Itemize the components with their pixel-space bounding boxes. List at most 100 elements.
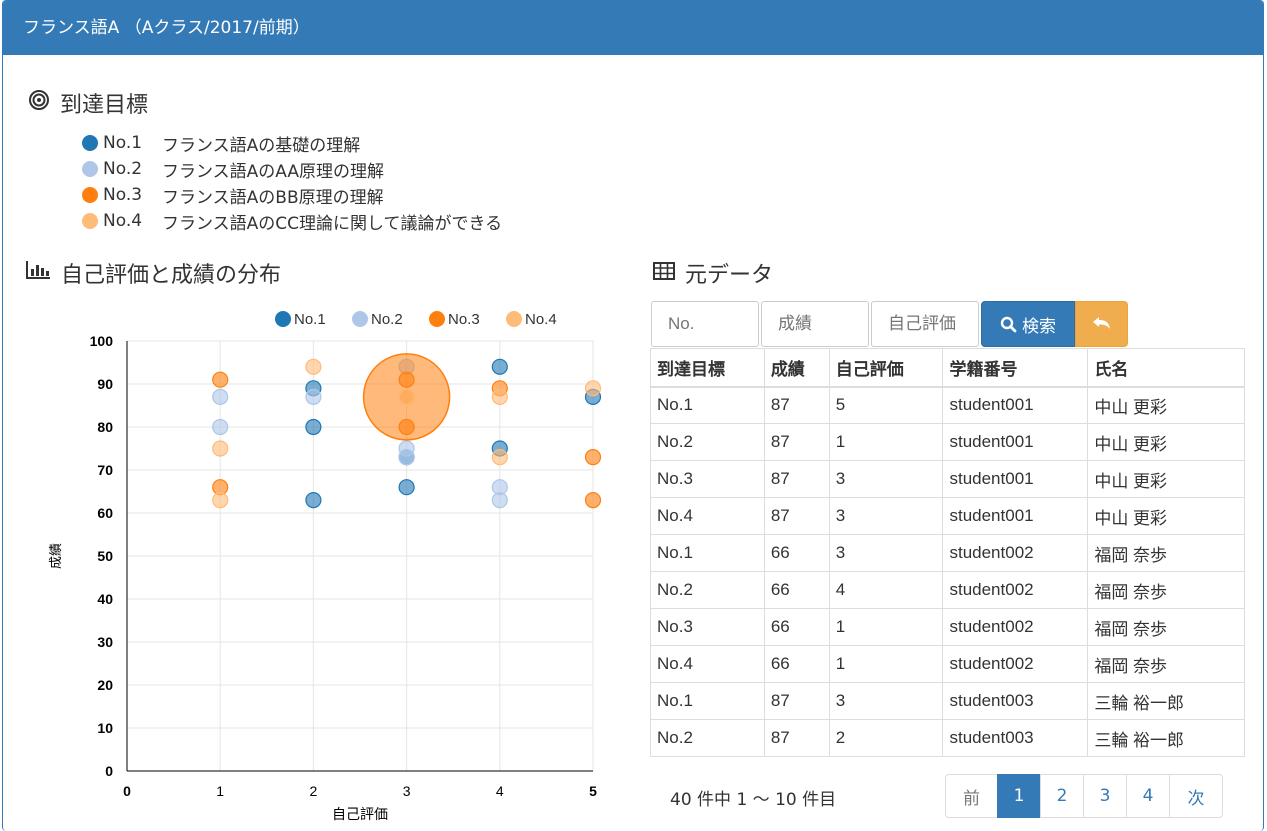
table-cell: 1 — [828, 423, 944, 461]
table-cell: student001 — [942, 497, 1089, 535]
pagination-page[interactable]: 2 — [1040, 774, 1084, 818]
table-cell: 87 — [763, 460, 830, 498]
column-header[interactable]: 到達目標 — [650, 348, 765, 388]
column-header[interactable]: 自己評価 — [828, 348, 944, 388]
legend-label: No.1 — [294, 311, 326, 328]
goal-color-dot — [82, 187, 98, 203]
table-cell: 3 — [828, 682, 944, 720]
table-icon — [653, 261, 675, 286]
table-cell: 66 — [763, 645, 830, 683]
table-cell: No.2 — [650, 423, 765, 461]
table-cell: 66 — [763, 608, 830, 646]
table-cell: 1 — [828, 645, 944, 683]
data-point — [491, 492, 508, 509]
y-axis-label: 成績 — [48, 543, 63, 569]
bullseye-icon — [28, 89, 50, 117]
pagination-page[interactable]: 4 — [1126, 774, 1170, 818]
score-filter-input[interactable] — [761, 301, 869, 347]
data-point — [398, 388, 415, 406]
table-cell: 1 — [828, 608, 944, 646]
y-tick-label: 50 — [97, 548, 113, 564]
column-header[interactable]: 氏名 — [1087, 348, 1245, 388]
goal-list: No.1 フランス語Aの基礎の理解 No.2 フランス語AのAA原理の理解 No.3 フラ… — [82, 130, 502, 234]
no-filter-input[interactable] — [651, 301, 759, 347]
goal-color-dot — [82, 213, 98, 229]
data-point — [398, 479, 415, 496]
legend-marker — [506, 311, 522, 327]
table-cell: 66 — [763, 534, 830, 572]
table-cell: No.4 — [650, 645, 765, 683]
data-point — [491, 358, 508, 375]
legend-marker — [352, 311, 368, 327]
table-cell: 福岡 奈歩 — [1087, 534, 1245, 572]
goal-number: No.4 — [103, 211, 143, 231]
table-cell: student001 — [942, 386, 1089, 424]
goal-text: フランス語AのAA原理の理解 — [162, 161, 385, 182]
y-tick-label: 90 — [97, 376, 113, 392]
table-cell: No.1 — [650, 682, 765, 720]
legend-marker — [429, 311, 445, 327]
y-tick-label: 80 — [97, 419, 113, 435]
table-cell: 中山 更彩 — [1087, 497, 1245, 535]
data-point — [212, 492, 229, 509]
table-cell: 87 — [763, 719, 830, 757]
goal-number: No.3 — [103, 185, 143, 205]
table-title: 元データ — [685, 263, 774, 288]
pagination-next[interactable]: 次 — [1169, 774, 1223, 818]
pagination-page[interactable]: 1 — [997, 774, 1041, 818]
table-cell: 福岡 奈歩 — [1087, 608, 1245, 646]
table-cell: 4 — [828, 571, 944, 609]
self-eval-filter-input[interactable] — [871, 301, 979, 347]
y-tick-label: 70 — [97, 462, 113, 478]
x-tick-label: 1 — [216, 783, 224, 799]
table-cell: 87 — [763, 423, 830, 461]
data-point — [305, 358, 322, 375]
table-header-row: 到達目標 成績 自己評価 学籍番号 氏名 — [650, 348, 1245, 388]
legend-marker — [275, 311, 291, 327]
y-tick-label: 0 — [105, 763, 113, 779]
data-point — [584, 380, 602, 397]
table-row: No.2 87 2 student003 三輪 裕一郎 — [650, 719, 1245, 757]
table-cell: 5 — [828, 386, 944, 424]
column-header[interactable]: 学籍番号 — [942, 348, 1089, 388]
table-cell: student002 — [942, 645, 1089, 683]
table-cell: 87 — [763, 386, 830, 424]
goal-color-dot — [82, 135, 98, 151]
data-point — [398, 418, 415, 436]
pagination-page[interactable]: 3 — [1083, 774, 1127, 818]
data-point — [305, 492, 322, 509]
data-point — [491, 449, 508, 466]
table-cell: 2 — [828, 719, 944, 757]
table-cell: 中山 更彩 — [1087, 460, 1245, 498]
table-cell: No.4 — [650, 497, 765, 535]
data-point — [491, 388, 508, 406]
table-row: No.3 87 3 student001 中山 更彩 — [650, 460, 1245, 498]
y-tick-label: 60 — [97, 505, 113, 521]
y-tick-label: 100 — [90, 333, 114, 349]
search-bar: 検索 — [651, 301, 1128, 347]
goal-number: No.2 — [103, 159, 143, 179]
table-row: No.1 87 3 student003 三輪 裕一郎 — [650, 682, 1245, 720]
x-tick-label: 2 — [310, 783, 318, 799]
table-row: No.4 87 3 student001 中山 更彩 — [650, 497, 1245, 535]
chart-heading: 自己評価と成績の分布 — [25, 257, 281, 289]
goal-number: No.1 — [103, 133, 143, 153]
table-cell: No.3 — [650, 460, 765, 498]
table-cell: 三輪 裕一郎 — [1087, 682, 1245, 720]
data-point — [305, 418, 322, 436]
reset-button[interactable] — [1075, 301, 1128, 347]
data-table: 到達目標 成績 自己評価 学籍番号 氏名 No.1 87 5 student001 中山 更彩 N… — [650, 348, 1245, 757]
x-tick-label: 5 — [589, 783, 597, 799]
table-cell: 三輪 裕一郎 — [1087, 719, 1245, 757]
goal-item: No.3 フランス語AのBB原理の理解 — [82, 182, 502, 208]
chart-title: 自己評価と成績の分布 — [61, 263, 282, 288]
legend-label: No.4 — [525, 311, 557, 328]
search-button[interactable]: 検索 — [981, 301, 1075, 347]
column-header[interactable]: 成績 — [763, 348, 830, 388]
table-cell: 福岡 奈歩 — [1087, 571, 1245, 609]
table-cell: 中山 更彩 — [1087, 423, 1245, 461]
goal-item: No.4 フランス語AのCC理論に関して議論ができる — [82, 208, 502, 234]
pagination-prev[interactable]: 前 — [945, 774, 998, 818]
bar-chart-icon — [25, 260, 51, 286]
table-cell: No.2 — [650, 719, 765, 757]
